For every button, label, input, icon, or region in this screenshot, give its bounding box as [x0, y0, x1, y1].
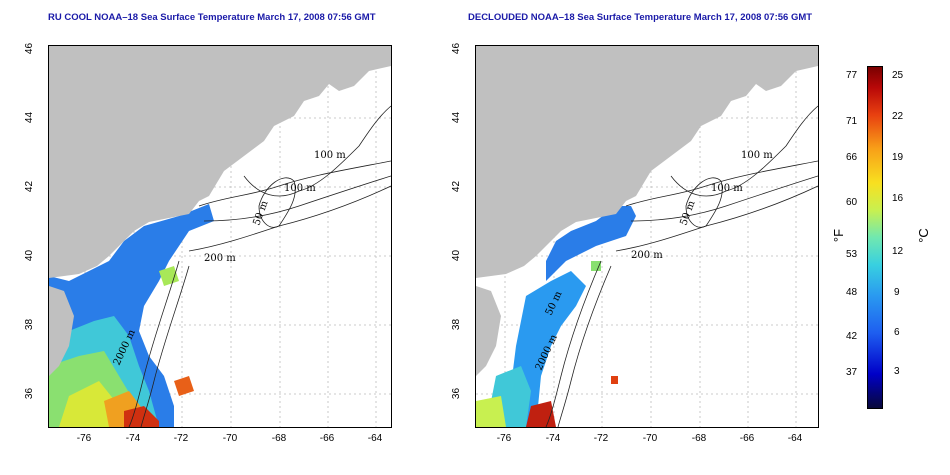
fahrenheit-tick: 48	[846, 287, 858, 298]
x-tick: -74	[545, 433, 561, 444]
contour-label: 200 m	[631, 250, 663, 261]
celsius-tick: 25	[892, 70, 904, 81]
bathymetry-contours	[545, 105, 818, 427]
y-tick: 36	[451, 387, 463, 400]
chesapeake-land	[476, 286, 501, 376]
celsius-tick: 6	[894, 327, 900, 338]
fahrenheit-tick: 66	[846, 152, 858, 163]
fahrenheit-tick: 71	[846, 116, 858, 127]
x-tick: -68	[691, 433, 707, 444]
right-panel-title: DECLOUDED NOAA–18 Sea Surface Temperatur…	[468, 12, 813, 23]
x-tick: -68	[271, 433, 287, 444]
sst-field	[49, 124, 214, 427]
contour-label: 100 m	[284, 183, 316, 194]
contour-label: 100 m	[741, 150, 773, 161]
celsius-tick: 16	[892, 193, 904, 204]
y-tick: 38	[451, 318, 463, 331]
fahrenheit-tick: 60	[846, 197, 858, 208]
y-tick: 36	[24, 387, 36, 400]
x-tick: -64	[787, 433, 803, 444]
left-map-svg: 100 m 100 m 50 m 200 m 2000 m	[49, 46, 391, 427]
y-tick: 46	[451, 42, 463, 55]
fahrenheit-unit-label: °F	[831, 228, 847, 243]
sst-field	[476, 124, 636, 427]
fahrenheit-tick: 42	[846, 331, 858, 342]
y-tick: 38	[24, 318, 36, 331]
x-tick: -74	[125, 433, 141, 444]
contour-label: 50 m	[678, 199, 697, 227]
y-tick: 40	[451, 249, 463, 262]
celsius-tick: 9	[894, 287, 900, 298]
celsius-unit-label: °C	[915, 228, 931, 243]
x-tick: -64	[367, 433, 383, 444]
contour-label: 100 m	[711, 183, 743, 194]
land-mass	[49, 46, 391, 278]
bathymetry-contours	[128, 105, 391, 427]
fahrenheit-tick: 77	[846, 70, 858, 81]
y-tick: 46	[24, 42, 36, 55]
right-map-svg: 100 m 100 m 50 m 200 m 2000 m 50 m	[476, 46, 818, 427]
x-tick: -76	[496, 433, 512, 444]
left-map-panel: 100 m 100 m 50 m 200 m 2000 m	[48, 45, 392, 428]
x-tick: -72	[173, 433, 189, 444]
x-tick: -66	[739, 433, 755, 444]
fahrenheit-tick: 53	[846, 249, 858, 260]
temperature-colorbar	[867, 66, 883, 409]
chesapeake-land	[49, 286, 74, 376]
y-tick: 42	[24, 180, 36, 193]
x-tick: -76	[76, 433, 92, 444]
celsius-tick: 19	[892, 152, 904, 163]
contour-label: 100 m	[314, 150, 346, 161]
y-tick: 40	[24, 249, 36, 262]
right-map-panel: 100 m 100 m 50 m 200 m 2000 m 50 m	[475, 45, 819, 428]
y-tick: 44	[451, 111, 463, 124]
left-panel-title: RU COOL NOAA–18 Sea Surface Temperature …	[48, 12, 376, 23]
contour-label: 50 m	[251, 199, 270, 227]
fahrenheit-tick: 37	[846, 367, 858, 378]
celsius-tick: 22	[892, 111, 904, 122]
x-tick: -66	[319, 433, 335, 444]
x-tick: -70	[222, 433, 238, 444]
x-tick: -72	[593, 433, 609, 444]
contour-label: 200 m	[204, 253, 236, 264]
y-tick: 44	[24, 111, 36, 124]
land-mass	[476, 46, 818, 278]
y-tick: 42	[451, 180, 463, 193]
celsius-tick: 3	[894, 366, 900, 377]
x-tick: -70	[642, 433, 658, 444]
celsius-tick: 12	[892, 246, 904, 257]
